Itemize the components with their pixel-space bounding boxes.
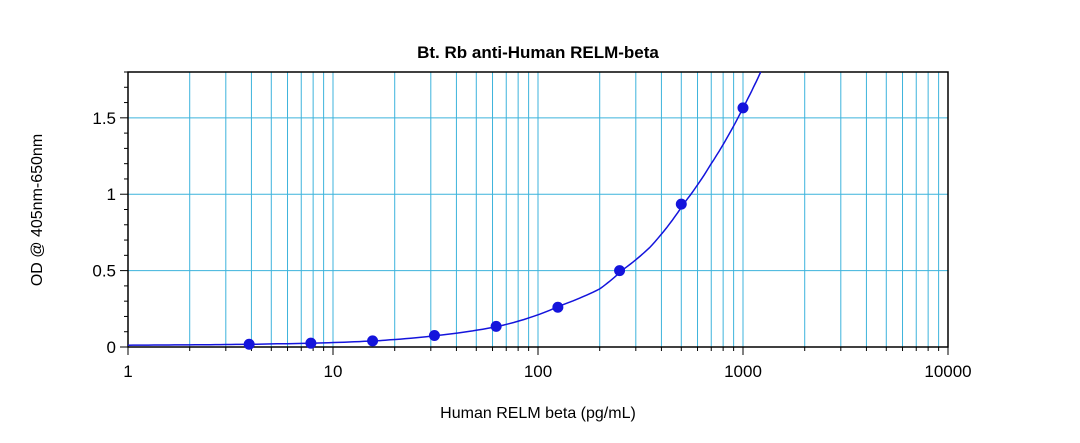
y-axis-label: OD @ 405nm-650nm: [29, 134, 46, 286]
data-points: [243, 102, 749, 350]
data-point: [737, 102, 749, 114]
data-point: [552, 301, 564, 313]
x-axis-label: Human RELM beta (pg/mL): [440, 405, 636, 422]
x-tick-label: 100: [524, 362, 552, 381]
data-point: [675, 198, 687, 210]
x-tick-label: 10: [324, 362, 343, 381]
data-point: [490, 320, 502, 332]
x-tick-label: 10000: [924, 362, 971, 381]
y-tick-label: 1: [107, 185, 116, 204]
data-point: [367, 335, 379, 347]
data-point: [305, 337, 317, 349]
fit-curve-line: [127, 71, 762, 346]
chart-title: Bt. Rb anti-Human RELM-beta: [417, 43, 659, 62]
axes: 1 10 100 1000 10000 0 0.5 1 1.5: [92, 71, 972, 381]
y-tick-label: 0.5: [92, 262, 116, 281]
data-point: [428, 330, 440, 342]
x-tick-label: 1: [123, 362, 132, 381]
data-point: [614, 265, 626, 277]
y-tick-label: 1.5: [92, 109, 116, 128]
grid-lines: [128, 72, 948, 347]
fit-curve: [127, 71, 762, 346]
y-tick-label: 0: [107, 338, 116, 357]
x-tick-label: 1000: [724, 362, 762, 381]
data-point: [243, 338, 255, 350]
